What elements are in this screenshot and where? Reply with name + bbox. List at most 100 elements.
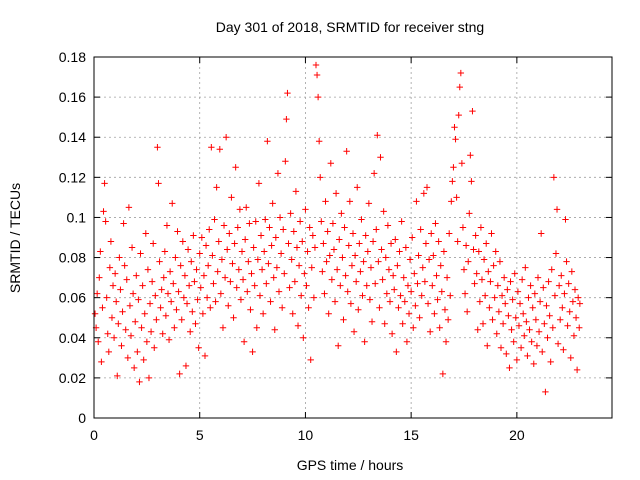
data-point: [358, 216, 365, 223]
data-point: [300, 334, 307, 341]
data-point: [233, 284, 240, 291]
data-point: [425, 256, 433, 263]
data-point: [396, 248, 403, 255]
data-point: [434, 296, 441, 303]
data-point: [291, 278, 299, 285]
data-point: [263, 280, 270, 287]
data-point: [469, 107, 476, 115]
data-point: [484, 342, 491, 349]
data-point: [214, 268, 221, 275]
data-point: [180, 294, 188, 301]
data-point: [121, 262, 128, 269]
data-point: [208, 144, 215, 151]
data-point: [110, 334, 118, 341]
data-point: [249, 348, 256, 356]
data-point: [319, 268, 326, 275]
data-point: [367, 264, 375, 271]
data-point: [535, 328, 543, 335]
data-point: [483, 240, 490, 247]
data-point: [504, 286, 511, 293]
data-point: [339, 254, 346, 261]
data-point: [362, 232, 369, 239]
data-point: [243, 204, 250, 211]
data-point: [321, 290, 328, 297]
data-point: [356, 240, 363, 247]
data-point: [115, 320, 122, 327]
data-point: [188, 258, 195, 265]
data-point: [341, 224, 348, 231]
data-point: [272, 234, 280, 241]
data-point: [402, 244, 410, 251]
data-point: [109, 282, 117, 289]
data-point: [147, 328, 155, 335]
data-point: [250, 244, 257, 251]
data-point: [488, 230, 495, 237]
data-point: [397, 292, 404, 299]
data-point: [422, 240, 430, 247]
data-point: [496, 258, 504, 265]
data-point: [513, 356, 521, 364]
data-point: [254, 256, 262, 263]
data-point: [420, 190, 428, 197]
data-point: [510, 338, 517, 345]
data-point: [265, 260, 272, 267]
data-point: [551, 292, 559, 299]
data-point: [315, 138, 323, 145]
data-point: [245, 258, 252, 265]
y-tick-label: 0.18: [59, 49, 86, 65]
data-point: [151, 344, 158, 352]
data-point: [271, 326, 278, 333]
data-point: [532, 316, 540, 323]
data-point: [226, 230, 233, 237]
data-point: [433, 272, 440, 279]
data-point: [106, 264, 114, 271]
data-point: [515, 322, 523, 329]
data-point: [473, 270, 480, 277]
data-point: [521, 332, 528, 339]
data-point: [570, 332, 578, 339]
data-point: [91, 310, 99, 317]
data-point: [455, 111, 462, 119]
data-point: [195, 344, 202, 352]
data-point: [562, 216, 569, 223]
data-point: [331, 298, 339, 305]
data-point: [215, 238, 222, 245]
data-point: [270, 274, 277, 281]
data-point: [534, 274, 542, 281]
data-point: [403, 338, 411, 345]
data-point: [448, 198, 455, 205]
data-point: [426, 328, 434, 335]
data-point: [118, 342, 125, 349]
data-point: [133, 272, 140, 279]
data-point: [176, 370, 183, 378]
data-point: [481, 292, 489, 299]
data-point: [301, 270, 308, 277]
data-point: [286, 284, 293, 291]
data-point: [438, 288, 445, 295]
data-point: [237, 296, 245, 303]
data-point: [357, 268, 364, 275]
data-point: [539, 348, 546, 356]
data-point: [447, 292, 454, 299]
data-point: [318, 218, 325, 225]
data-point: [529, 304, 536, 311]
data-point: [140, 356, 147, 364]
data-point: [500, 274, 508, 281]
data-point: [444, 316, 452, 323]
data-point: [526, 326, 533, 333]
data-point: [506, 364, 513, 372]
data-point: [348, 262, 356, 269]
data-point: [363, 282, 370, 289]
data-point: [374, 132, 381, 139]
data-point: [347, 300, 355, 307]
data-point: [329, 220, 337, 227]
data-point: [360, 258, 367, 265]
data-point: [564, 322, 571, 329]
data-point: [416, 314, 423, 321]
data-point: [572, 314, 580, 321]
grid: [94, 57, 612, 418]
data-point: [443, 274, 451, 281]
data-point: [225, 302, 232, 309]
data-point: [428, 230, 435, 237]
data-point: [509, 296, 516, 303]
